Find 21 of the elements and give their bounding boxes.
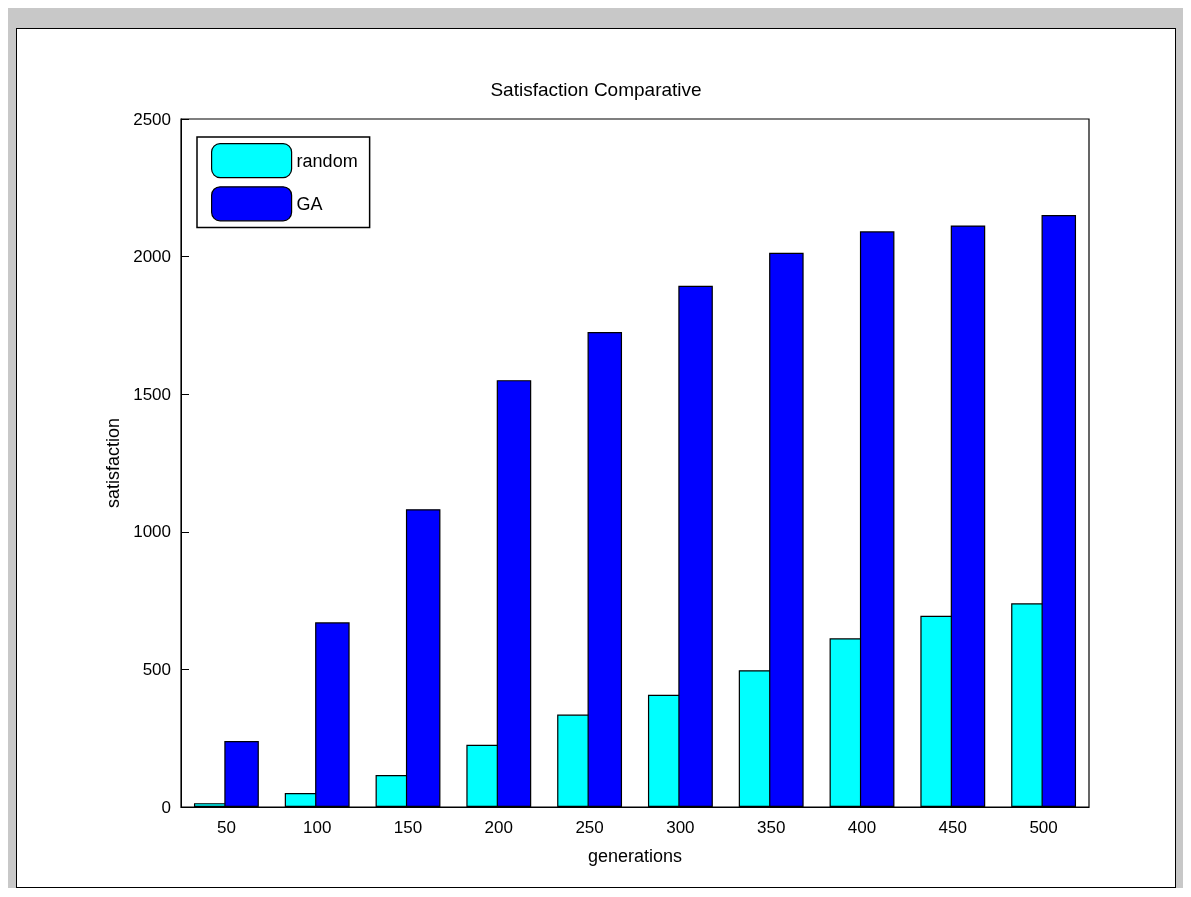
x-axis-title: generations <box>587 846 683 866</box>
x-tick-label: 300 <box>666 818 695 837</box>
y-axis-title: satisfaction <box>103 417 124 509</box>
x-tick-label: 400 <box>847 818 877 837</box>
y-tick-label: 1000 <box>133 522 171 542</box>
x-tick-label: 200 <box>484 818 513 837</box>
legend-label: random <box>296 150 358 171</box>
x-tick-label: 150 <box>393 818 423 837</box>
x-tick-label: 50 <box>216 818 236 837</box>
x-tick-label: 100 <box>303 818 332 837</box>
y-tick-label: 2000 <box>133 247 171 267</box>
x-tick-label: 450 <box>938 818 967 837</box>
x-tick-label: 250 <box>575 818 604 837</box>
y-tick-label: 0 <box>161 797 171 817</box>
y-tick-label: 2500 <box>133 109 171 129</box>
x-tick-label: 350 <box>757 818 786 837</box>
chart-title: Satisfaction Comparative <box>490 79 702 100</box>
y-tick-label: 1500 <box>133 384 171 404</box>
y-tick-label: 500 <box>142 659 171 679</box>
legend-label: GA <box>296 193 323 214</box>
x-tick-label: 500 <box>1029 818 1058 837</box>
